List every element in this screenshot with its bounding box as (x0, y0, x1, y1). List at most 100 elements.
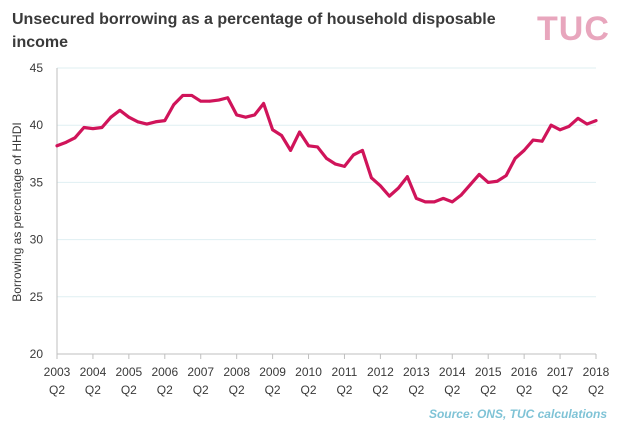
x-tick-year: 2003 (44, 365, 71, 379)
x-tick-quarter: Q2 (49, 383, 65, 397)
x-tick-year: 2007 (187, 365, 214, 379)
y-tick-label: 25 (30, 290, 44, 304)
x-tick-year: 2008 (223, 365, 250, 379)
data-point (172, 103, 176, 107)
data-point (118, 108, 122, 112)
x-tick-quarter: Q2 (229, 383, 245, 397)
data-point (343, 164, 346, 168)
data-point (450, 200, 454, 204)
x-tick-year: 2004 (80, 365, 107, 379)
tuc-logo: TUC (537, 10, 609, 46)
data-point (127, 115, 131, 119)
chart-title: Unsecured borrowing as a percentage of h… (12, 11, 496, 51)
data-point (244, 115, 248, 119)
data-point (208, 99, 212, 103)
data-point (82, 126, 86, 129)
data-point (414, 197, 418, 200)
x-tick-quarter: Q2 (157, 383, 173, 397)
data-point (289, 148, 292, 152)
data-point (459, 193, 463, 197)
data-point (549, 123, 553, 127)
data-point (405, 175, 409, 179)
data-point (91, 127, 95, 131)
x-tick-quarter: Q2 (588, 383, 604, 397)
data-point (334, 162, 337, 166)
x-tick-quarter: Q2 (516, 383, 532, 397)
data-point (253, 113, 257, 117)
x-tick-year: 2010 (295, 365, 322, 379)
y-tick-labels: 20 25 30 35 40 45 (30, 61, 44, 361)
data-point (181, 94, 185, 97)
grid-layer (57, 67, 596, 298)
x-tick-quarter: Q2 (301, 383, 317, 397)
axis-layer (56, 68, 597, 359)
series-line (55, 93, 598, 204)
x-tick-labels: 2003 Q2 2004 Q2 2005 Q2 2006 Q2 2007 Q2 2008 Q2 2009… (44, 365, 610, 397)
data-point (73, 136, 77, 140)
y-tick-label: 35 (30, 175, 44, 189)
y-tick-label: 30 (30, 233, 44, 247)
data-point (307, 144, 310, 148)
data-point (190, 94, 194, 97)
data-point (468, 183, 472, 187)
data-point (585, 122, 589, 126)
data-point (441, 197, 445, 200)
data-point (486, 181, 490, 184)
data-point (370, 176, 373, 180)
data-point (540, 139, 544, 143)
data-point (298, 130, 301, 134)
x-tick-year: 2013 (403, 365, 430, 379)
x-tick-year: 2006 (151, 365, 178, 379)
data-point (387, 194, 391, 198)
x-tick-year: 2017 (547, 365, 574, 379)
data-point (163, 119, 167, 123)
data-point (262, 102, 266, 105)
data-point (477, 172, 481, 176)
data-point (217, 98, 221, 102)
y-tick-label: 20 (30, 347, 44, 361)
data-point (558, 128, 562, 132)
data-point (513, 156, 517, 160)
data-point (504, 174, 508, 177)
logo-text: TUC (537, 10, 609, 46)
x-tick-quarter: Q2 (444, 383, 460, 397)
x-tick-year: 2016 (511, 365, 538, 379)
x-tick-quarter: Q2 (121, 383, 137, 397)
data-point (235, 113, 239, 117)
data-point (145, 122, 149, 126)
y-tick-label: 40 (30, 118, 44, 132)
data-point (352, 153, 355, 157)
data-point (495, 179, 499, 183)
data-point (576, 116, 580, 120)
x-tick-quarter: Q2 (480, 383, 496, 397)
data-point (567, 124, 571, 128)
x-tick-quarter: Q2 (265, 383, 281, 397)
x-tick-quarter: Q2 (552, 383, 568, 397)
data-point (271, 128, 274, 132)
x-tick-year: 2014 (439, 365, 466, 379)
data-point (325, 156, 328, 160)
source-note: Source: ONS, TUC calculations (428, 407, 607, 421)
data-point (280, 134, 283, 137)
data-point (423, 200, 427, 204)
data-point (154, 120, 158, 124)
data-point (432, 200, 436, 204)
data-point (316, 145, 319, 149)
data-point (379, 184, 382, 188)
x-tick-year: 2011 (332, 365, 358, 379)
x-tick-year: 2012 (367, 365, 394, 379)
data-point (199, 99, 203, 103)
x-tick-quarter: Q2 (372, 383, 388, 397)
y-tick-label: 45 (30, 61, 44, 75)
data-point (100, 126, 104, 129)
data-point (136, 120, 140, 124)
x-tick-year: 2005 (116, 365, 143, 379)
x-tick-quarter: Q2 (85, 383, 101, 397)
x-tick-year: 2018 (583, 365, 610, 379)
x-tick-year: 2009 (259, 365, 286, 379)
data-point (522, 148, 526, 152)
data-point (594, 119, 598, 123)
x-tick-quarter: Q2 (408, 383, 424, 397)
x-tick-year: 2015 (475, 365, 502, 379)
